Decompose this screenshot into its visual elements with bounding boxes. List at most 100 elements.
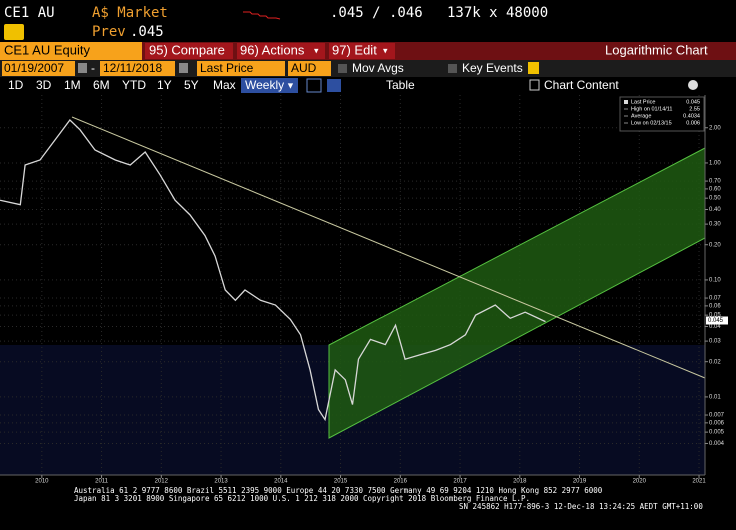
y-tick-label: 0.10 [709, 278, 721, 284]
x-tick-label: 2012 [155, 479, 169, 485]
header-bg [0, 0, 736, 42]
status-icon [4, 24, 24, 40]
x-tick-label: 2021 [692, 479, 706, 485]
range-button[interactable]: 1Y [157, 78, 172, 92]
settings-gear[interactable] [688, 80, 698, 90]
range-button[interactable]: 5Y [184, 78, 199, 92]
y-tick-label: 0.007 [709, 413, 725, 419]
legend-value: 0.006 [686, 120, 700, 126]
compare-button[interactable] [145, 43, 233, 59]
chart-kind: Logarithmic Chart [605, 42, 708, 57]
y-tick-label: 0.005 [709, 430, 725, 436]
range-button[interactable]: 6M [93, 78, 110, 92]
y-tick-label: 0.20 [709, 242, 721, 248]
x-tick-label: 2014 [274, 479, 288, 485]
last-price-tag [706, 316, 728, 325]
x-tick-label: 2011 [95, 479, 109, 485]
price-line [0, 119, 546, 422]
trend-line [71, 116, 706, 379]
x-tick-label: 2020 [633, 479, 647, 485]
y-tick-label: 0.30 [709, 222, 721, 228]
arrow: ▾ [314, 45, 319, 55]
sparkline [243, 11, 281, 20]
end-date-box[interactable] [100, 61, 175, 76]
compare: 95) Compare [149, 42, 225, 57]
prev-label: Prev [92, 24, 126, 40]
field-box[interactable] [197, 61, 285, 76]
legend-value: 2.55 [689, 106, 700, 112]
range-button[interactable]: 1M [64, 78, 81, 92]
actions-button[interactable] [237, 43, 325, 59]
y-tick-label: 0.40 [709, 207, 721, 213]
y-tick-label: 0.07 [709, 296, 721, 302]
footer-line: SN 245862 H177-896-3 12-Dec-18 13:24:25 … [459, 502, 703, 511]
edit: 97) Edit [332, 42, 377, 57]
footer-bg [0, 485, 736, 530]
y-tick-label: 0.70 [709, 179, 721, 185]
frequency-box[interactable] [241, 78, 298, 93]
x-tick-label: 2013 [214, 479, 228, 485]
x-tick-label: 2015 [334, 479, 348, 485]
chart-content[interactable]: Chart Content [544, 78, 619, 92]
market: A$ Market [92, 5, 168, 21]
start-date-box[interactable] [2, 61, 75, 76]
quote: .045 / .046 [330, 5, 423, 21]
dash: - [91, 61, 95, 75]
legend-label: Low on 02/13/15 [631, 120, 672, 126]
info-icon[interactable] [528, 62, 539, 74]
y-tick-label: 0.004 [709, 441, 725, 447]
edit-button[interactable] [329, 43, 395, 59]
calendar-icon[interactable] [179, 63, 188, 73]
legend-value: 0.4034 [683, 113, 700, 119]
range-button[interactable]: 1D [8, 78, 24, 92]
ticker: CE1 AU [4, 5, 55, 21]
field: Last Price [200, 61, 254, 75]
footer-line: Australia 61 2 9777 8600 Brazil 5511 239… [74, 486, 603, 495]
x-tick-label: 2010 [35, 479, 49, 485]
legend-label: High on 01/14/11 [631, 106, 673, 112]
range-button[interactable]: YTD [122, 78, 146, 92]
end-date: 12/11/2018 [103, 61, 162, 75]
arrow: ▾ [383, 45, 388, 55]
legend [619, 96, 705, 132]
content-icon[interactable] [529, 79, 540, 91]
security-box[interactable] [0, 42, 142, 60]
y-tick-label: 2.00 [709, 125, 721, 131]
y-tick-label: 0.05 [709, 313, 721, 319]
legend-label: Average [631, 113, 651, 119]
currency-box[interactable] [288, 61, 331, 76]
legend-value: 0.045 [686, 99, 700, 105]
x-tick-label: 2018 [513, 479, 527, 485]
prev-value: .045 [130, 24, 164, 40]
checkbox[interactable] [338, 64, 347, 73]
axis-bg [705, 95, 736, 485]
y-tick-label: 0.50 [709, 196, 721, 202]
bar-icon[interactable] [327, 79, 341, 92]
last-price-label: 0.045 [708, 318, 724, 324]
range-button[interactable]: 3D [36, 78, 52, 92]
range-button[interactable]: Max [213, 78, 236, 92]
y-tick-label: 0.04 [709, 324, 721, 330]
legend-swatch [624, 100, 628, 104]
arrow: ▼ [286, 80, 295, 90]
legend-label: Last Price [631, 99, 655, 105]
start-date: 01/19/2007 [4, 61, 64, 75]
size: 137k x 48000 [447, 5, 548, 21]
y-tick-label: 1.00 [709, 161, 721, 167]
mov-avgs: Mov Avgs [352, 61, 404, 75]
frequency: Weekly [245, 78, 284, 92]
x-tick-label: 2016 [394, 479, 408, 485]
y-tick-label: 0.03 [709, 339, 721, 345]
footer-line: Japan 81 3 3201 8900 Singapore 65 6212 1… [74, 494, 530, 503]
table-button[interactable]: Table [386, 78, 415, 92]
security: CE1 AU Equity [4, 42, 90, 57]
x-tick-label: 2017 [453, 479, 467, 485]
calendar-icon[interactable] [78, 63, 87, 73]
currency: AUD [291, 61, 317, 75]
key-events: Key Events [462, 61, 523, 75]
line-icon[interactable] [306, 78, 322, 93]
y-tick-label: 0.006 [709, 420, 725, 426]
checkbox[interactable] [448, 64, 457, 73]
actions: 96) Actions [240, 42, 305, 57]
